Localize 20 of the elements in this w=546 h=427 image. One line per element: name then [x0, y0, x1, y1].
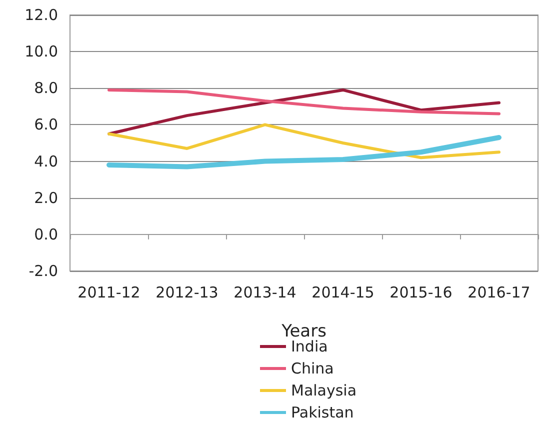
legend-label: Pakistan: [291, 404, 354, 422]
legend-label: Malaysia: [291, 382, 357, 400]
x-tick-label: 2016-17: [468, 284, 530, 302]
y-tick-label: 8.0: [34, 79, 58, 98]
y-tick-label: 6.0: [34, 116, 58, 134]
y-tick-label: 4.0: [34, 152, 58, 170]
y-tick-label: -2.0: [28, 262, 58, 280]
x-tick-label: 2011-12: [78, 284, 140, 302]
x-tick-label: 2012-13: [156, 284, 218, 302]
x-tick-label: 2014-15: [312, 284, 374, 302]
line-series: [108, 88, 500, 116]
x-tick-label: 2013-14: [234, 284, 296, 302]
x-tick-label: 2015-16: [390, 284, 452, 302]
line-series: [108, 123, 500, 160]
line-series: [108, 88, 500, 136]
legend-label: China: [291, 360, 334, 378]
y-tick-label: 12.0: [24, 6, 58, 24]
y-tick-label: 2.0: [34, 188, 58, 207]
y-tick-label: 10.0: [24, 42, 58, 61]
y-tick-label: 0.0: [34, 225, 58, 244]
